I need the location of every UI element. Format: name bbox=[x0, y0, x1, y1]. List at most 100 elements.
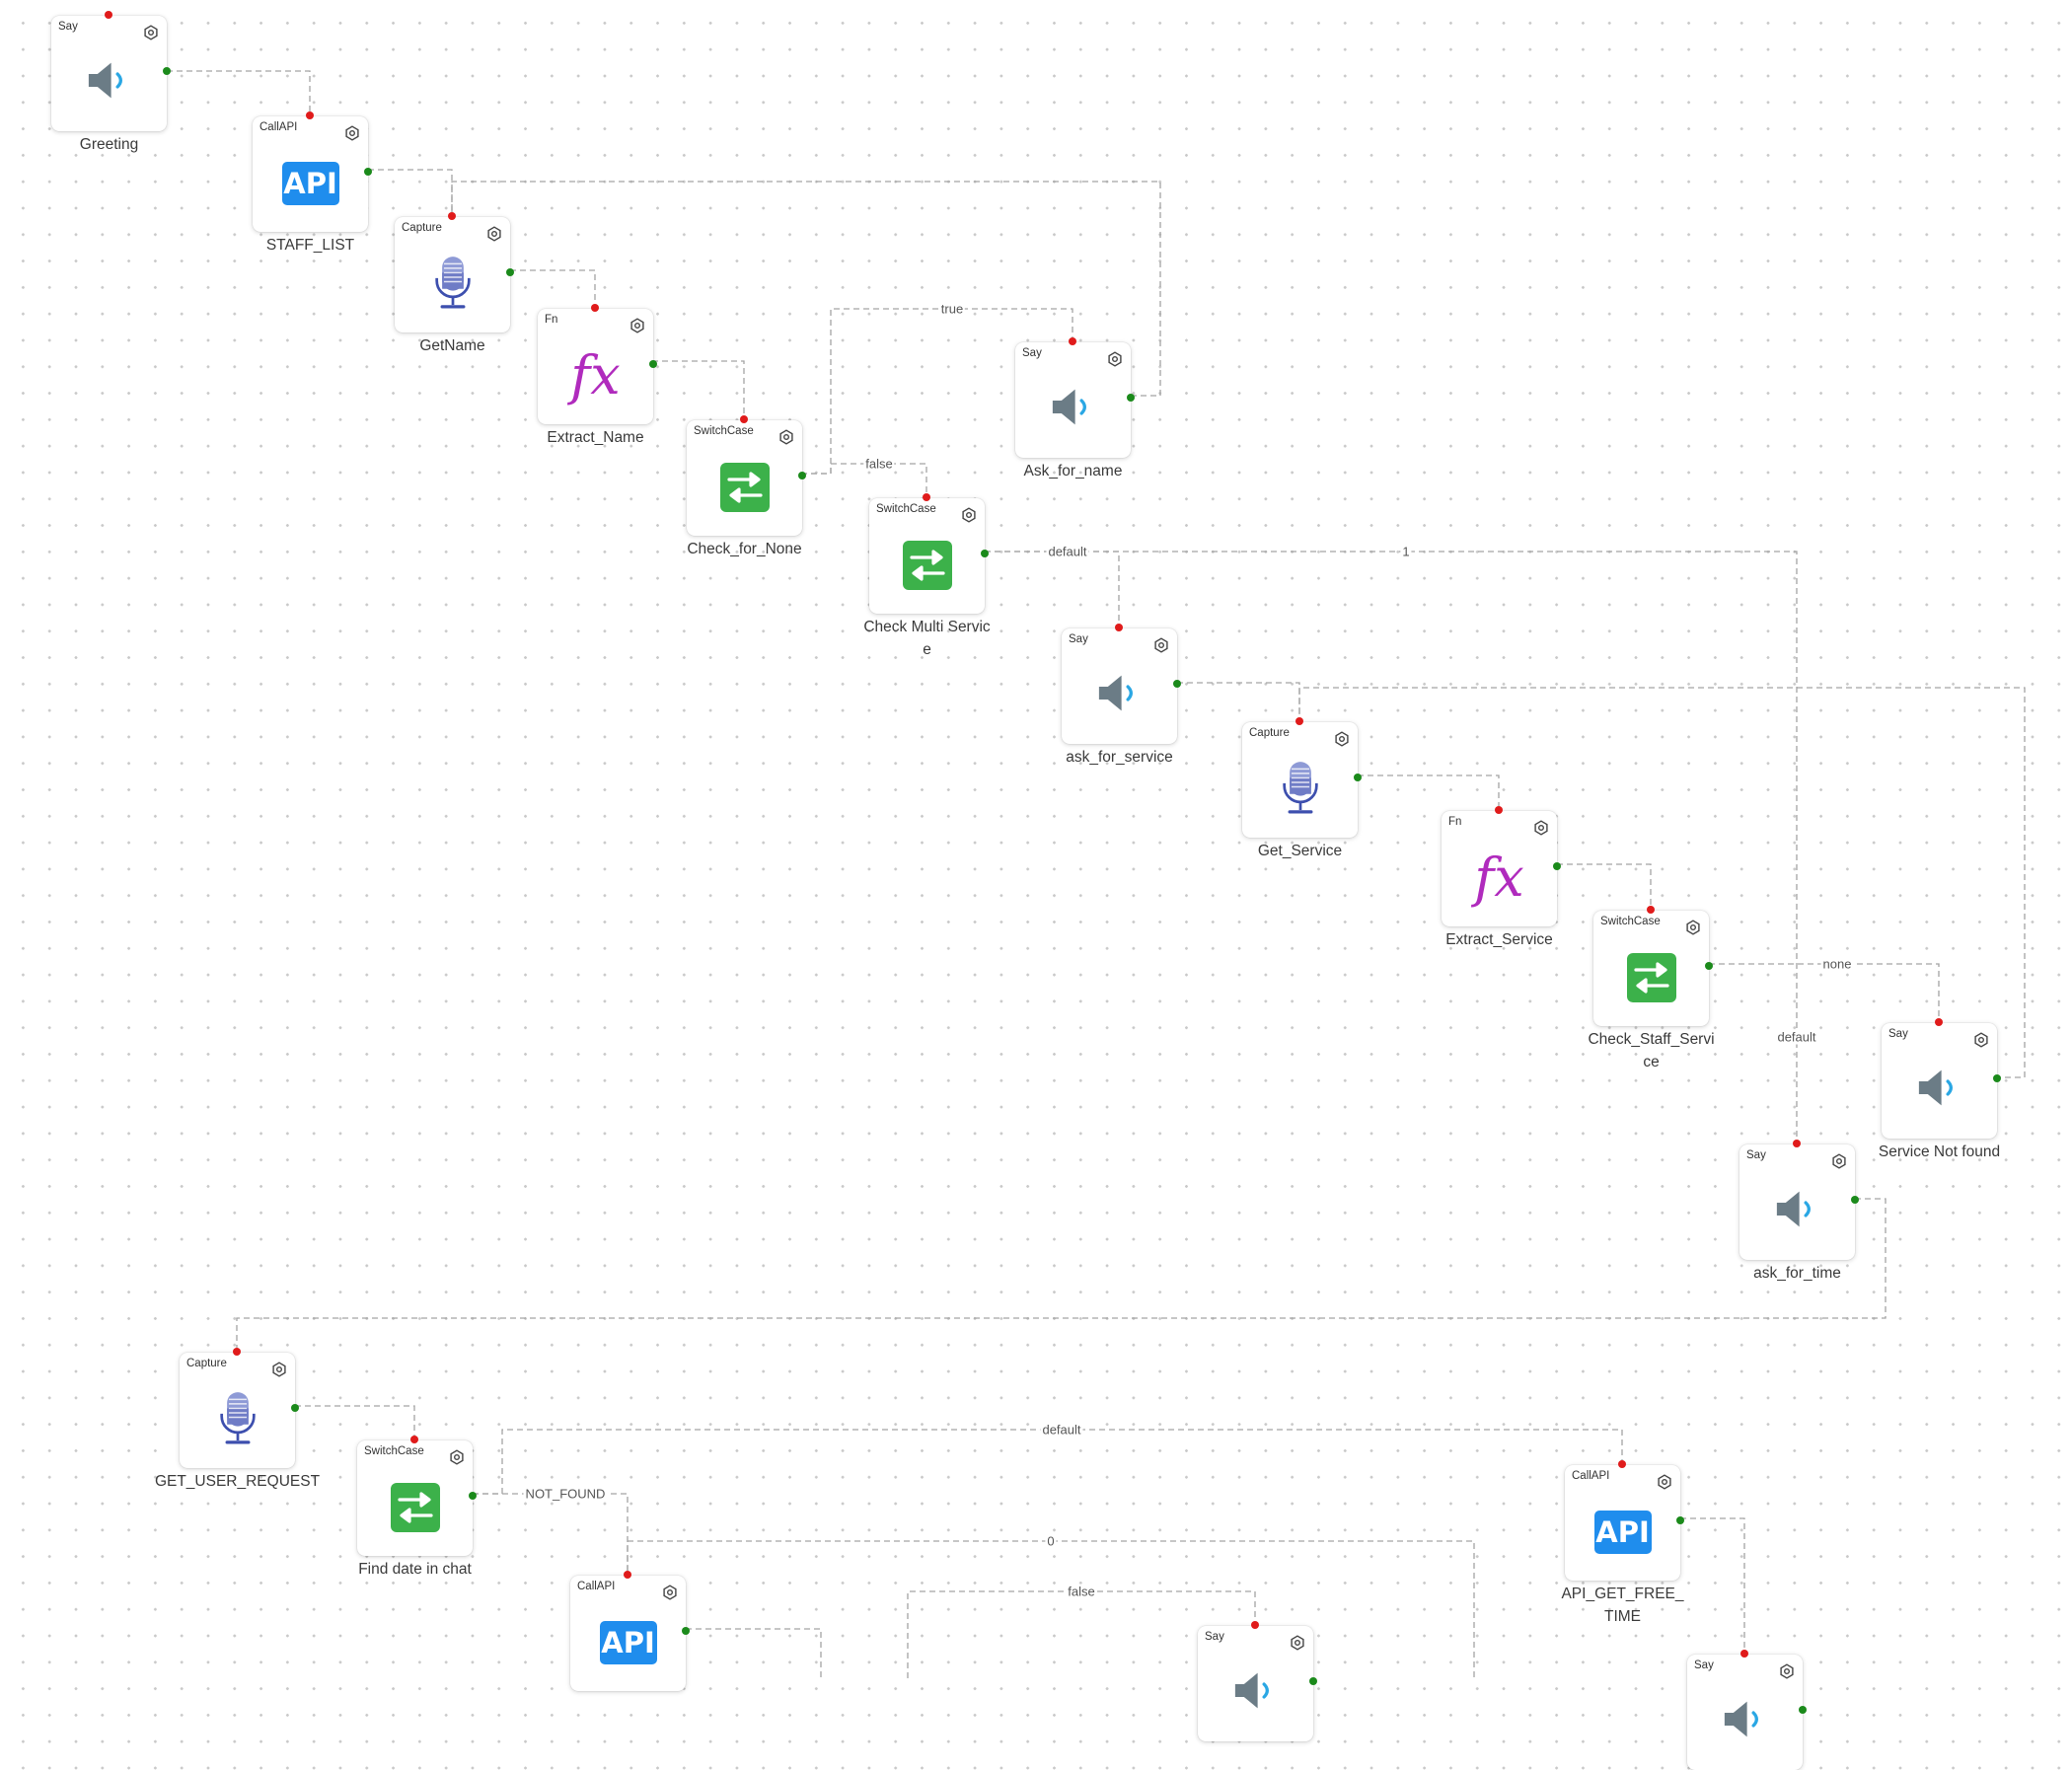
output-port[interactable] bbox=[506, 268, 514, 276]
node-label: Check_Staff_Service bbox=[1588, 1031, 1715, 1070]
input-port[interactable] bbox=[1793, 1140, 1801, 1147]
gear-icon[interactable] bbox=[1685, 920, 1701, 935]
node-label: Extract_Service bbox=[1445, 931, 1553, 948]
flow-node-say[interactable]: Say bbox=[1882, 1018, 2001, 1139]
flow-node-callapi[interactable]: CallAPI API bbox=[570, 1571, 690, 1691]
node-label: ask_for_service bbox=[1066, 749, 1173, 766]
flow-node-switchcase[interactable]: SwitchCase bbox=[1593, 906, 1713, 1026]
output-port[interactable] bbox=[1173, 680, 1181, 688]
gear-icon[interactable] bbox=[1973, 1032, 1989, 1048]
input-port[interactable] bbox=[1251, 1621, 1259, 1629]
gear-icon[interactable] bbox=[1334, 731, 1350, 747]
node-type-label: Say bbox=[1746, 1149, 1766, 1161]
flow-node-fn[interactable]: Fn fx bbox=[1442, 806, 1561, 926]
edge-extractname-checknone bbox=[652, 360, 745, 415]
flow-node-capture[interactable]: Capture bbox=[1242, 717, 1362, 838]
input-port[interactable] bbox=[1495, 806, 1503, 814]
input-port[interactable] bbox=[624, 1571, 631, 1579]
input-port[interactable] bbox=[923, 493, 930, 501]
edge-node-0 bbox=[627, 1540, 1475, 1678]
edge-greeting-staff-list bbox=[167, 70, 311, 111]
gear-icon[interactable] bbox=[271, 1362, 287, 1377]
flow-node-switchcase[interactable]: SwitchCase bbox=[357, 1436, 477, 1556]
input-port[interactable] bbox=[1069, 337, 1076, 345]
edge-checkmulti-askfortime-1 bbox=[985, 551, 1798, 1140]
flow-node-switchcase[interactable]: SwitchCase bbox=[687, 415, 806, 536]
node-label: Get_Service bbox=[1257, 843, 1343, 859]
flow-node-callapi[interactable]: CallAPI API bbox=[253, 111, 372, 232]
gear-icon[interactable] bbox=[449, 1449, 465, 1465]
gear-icon[interactable] bbox=[1153, 637, 1169, 653]
flow-node-capture[interactable]: Capture bbox=[395, 212, 514, 332]
flow-node-fn[interactable]: Fn fx bbox=[538, 304, 657, 424]
edge-label: false bbox=[863, 456, 895, 472]
node-label: ask_for_time bbox=[1753, 1265, 1841, 1282]
flow-node-capture[interactable]: Capture bbox=[180, 1348, 299, 1468]
input-port[interactable] bbox=[740, 415, 748, 423]
gear-icon[interactable] bbox=[961, 507, 977, 523]
edge-getuserrequest-finddate bbox=[295, 1405, 415, 1436]
flow-node-say[interactable]: Say bbox=[51, 11, 171, 131]
input-port[interactable] bbox=[1618, 1460, 1626, 1468]
input-port[interactable] bbox=[1740, 1650, 1748, 1658]
output-port[interactable] bbox=[1354, 774, 1362, 781]
flow-edges bbox=[167, 70, 2026, 1678]
node-type-label: SwitchCase bbox=[876, 503, 936, 515]
output-port[interactable] bbox=[981, 550, 989, 557]
output-port[interactable] bbox=[682, 1627, 690, 1635]
input-port[interactable] bbox=[1115, 624, 1123, 631]
node-label: GetName bbox=[419, 337, 485, 354]
output-port[interactable] bbox=[291, 1404, 299, 1412]
gear-icon[interactable] bbox=[1831, 1153, 1847, 1169]
output-port[interactable] bbox=[1993, 1074, 2001, 1082]
edge-finddate-apifreetime-default bbox=[473, 1429, 1623, 1495]
gear-icon[interactable] bbox=[1290, 1635, 1305, 1651]
gear-icon[interactable] bbox=[629, 318, 645, 333]
flow-node-switchcase[interactable]: SwitchCase bbox=[869, 493, 989, 614]
node-label: Check Multi Service bbox=[863, 619, 991, 658]
gear-icon[interactable] bbox=[1533, 820, 1549, 836]
flow-node-say[interactable]: Say bbox=[1015, 337, 1135, 458]
output-port[interactable] bbox=[1309, 1677, 1317, 1685]
gear-icon[interactable] bbox=[778, 429, 794, 445]
output-port[interactable] bbox=[1705, 962, 1713, 970]
output-port[interactable] bbox=[1676, 1516, 1684, 1524]
gear-icon[interactable] bbox=[1779, 1663, 1795, 1679]
output-port[interactable] bbox=[1127, 394, 1135, 402]
output-port[interactable] bbox=[649, 360, 657, 368]
flow-node-say[interactable]: Say bbox=[1062, 624, 1181, 744]
edge-servicenotfound-getservice bbox=[1298, 687, 2026, 1078]
flow-node-say[interactable]: Say bbox=[1739, 1140, 1859, 1260]
output-port[interactable] bbox=[1851, 1196, 1859, 1204]
node-type-label: CallAPI bbox=[259, 121, 298, 133]
gear-icon[interactable] bbox=[344, 125, 360, 141]
gear-icon[interactable] bbox=[1657, 1474, 1672, 1490]
input-port[interactable] bbox=[233, 1348, 241, 1356]
flow-node-say[interactable]: Say bbox=[1687, 1650, 1807, 1770]
output-port[interactable] bbox=[798, 472, 806, 479]
input-port[interactable] bbox=[448, 212, 456, 220]
output-port[interactable] bbox=[163, 67, 171, 75]
flow-node-callapi[interactable]: CallAPI API bbox=[1565, 1460, 1684, 1581]
gear-icon[interactable] bbox=[662, 1585, 678, 1600]
input-port[interactable] bbox=[1295, 717, 1303, 725]
gear-icon[interactable] bbox=[143, 25, 159, 40]
gear-icon[interactable] bbox=[1107, 351, 1123, 367]
input-port[interactable] bbox=[105, 11, 112, 19]
input-port[interactable] bbox=[591, 304, 599, 312]
node-type-label: Capture bbox=[402, 222, 442, 234]
output-port[interactable] bbox=[1553, 862, 1561, 870]
gear-icon[interactable] bbox=[486, 226, 502, 242]
input-port[interactable] bbox=[306, 111, 314, 119]
edge-label: 1 bbox=[1400, 544, 1412, 559]
input-port[interactable] bbox=[410, 1436, 418, 1443]
output-port[interactable] bbox=[469, 1492, 477, 1500]
output-port[interactable] bbox=[364, 168, 372, 176]
output-port[interactable] bbox=[1799, 1706, 1807, 1714]
input-port[interactable] bbox=[1647, 906, 1655, 914]
node-type-label: Say bbox=[58, 21, 78, 33]
input-port[interactable] bbox=[1935, 1018, 1943, 1026]
switch-icon bbox=[719, 462, 770, 512]
flow-node-say[interactable]: Say bbox=[1198, 1621, 1317, 1741]
